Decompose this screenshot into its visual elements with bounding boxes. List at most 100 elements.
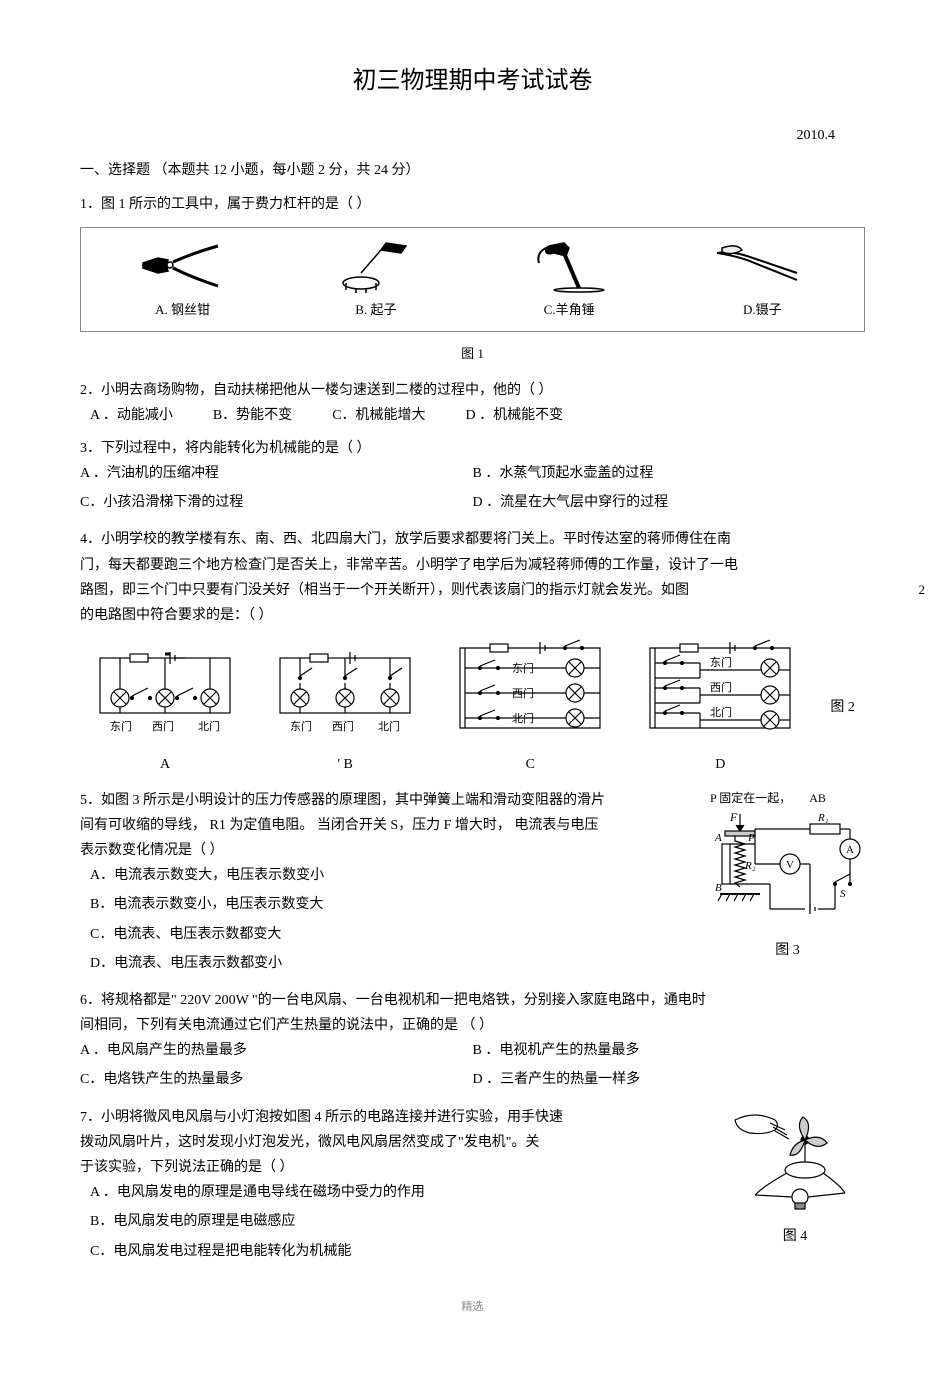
q4-circuit-d: 东门 西门 北门 D [640,638,800,777]
q6-opt-c: C．电烙铁产生的热量最多 [80,1067,473,1092]
svg-text:V: V [786,859,794,871]
circuit-b-icon: 东门 西门 北门 [270,648,420,743]
question-7: 7．小明将微风电风扇与小灯泡按如图 4 所示的电路连接并进行实验，用手快速 拨动… [80,1105,865,1268]
svg-text:北门: 北门 [710,705,732,719]
svg-text:A: A [846,844,854,856]
q2-opt-d: D ．机械能不变 [466,403,564,428]
svg-text:西门: 西门 [152,719,174,733]
q4-label-a: A [90,752,240,777]
q7-opt-a: A ．电风扇发电的原理是通电导线在磁场中受力的作用 [90,1180,705,1205]
q4-label-d: D [640,752,800,777]
q7-stem-1: 7．小明将微风电风扇与小灯泡按如图 4 所示的电路连接并进行实验，用手快速 [80,1105,705,1130]
q3-opt-a: A ．汽油机的压缩冲程 [80,461,473,486]
q4-margin-num: 2 [919,578,926,601]
q1-stem: 1．图 1 所示的工具中，属于费力杠杆的是（ ） [80,192,865,217]
q3-opt-d: D ．流星在大气层中穿行的过程 [473,490,866,515]
q1-figure-c: C.羊角锤 [473,238,666,321]
q1-label-d: D.镊子 [666,298,859,321]
question-3: 3．下列过程中，将内能转化为机械能的是（ ） A ．汽油机的压缩冲程 B ．水蒸… [80,436,865,520]
circuit-c-icon: 东门 西门 北门 [450,638,610,743]
q3-options: A ．汽油机的压缩冲程 B ．水蒸气顶起水壶盖的过程 C．小孩沿滑梯下滑的过程 … [80,461,865,519]
q7-stem-2: 拨动风扇叶片，这时发现小灯泡发光，微风电风扇居然变成了"发电机"。关 [80,1130,705,1155]
q4-stem-1: 4．小明学校的教学楼有东、南、西、北四扇大门，放学后要求都要将门关上。平时传达室… [80,527,865,552]
q2-opt-c: C．机械能增大 [332,403,425,428]
svg-text:北门: 北门 [378,719,400,733]
q4-label-b: ' B [270,752,420,777]
page-footer: 精选 [80,1298,865,1318]
q2-opt-b: B．势能不变 [213,403,292,428]
q6-opt-d: D ．三者产生的热量一样多 [473,1067,866,1092]
q1-figure-a: A. 钢丝钳 [86,238,279,321]
q1-label-a: A. 钢丝钳 [86,298,279,321]
svg-text:R₂: R₂ [744,860,756,872]
svg-text:S: S [840,888,846,900]
exam-title: 初三物理期中考试试卷 [80,60,865,103]
question-6: 6．将规格都是" 220V 200W "的一台电风扇、一台电视机和一把电烙铁，分… [80,988,865,1097]
q5-stem-2: 间有可收缩的导线， R1 为定值电阻。 当闭合开关 S，压力 F 增大时， 电流… [80,813,690,838]
svg-text:A: A [714,832,722,844]
svg-text:东门: 东门 [290,719,312,733]
section-1-header: 一、选择题 （本题共 12 小题，每小题 2 分，共 24 分） [80,158,865,183]
circuit-d-icon: 东门 西门 北门 [640,638,800,743]
question-5: 5．如图 3 所示是小明设计的压力传感器的原理图，其中弹簧上端和滑动变阻器的滑片… [80,788,865,980]
svg-text:西门: 西门 [512,686,534,700]
q7-options: A ．电风扇发电的原理是通电导线在磁场中受力的作用 B．电风扇发电的原理是电磁感… [90,1180,705,1264]
q2-stem: 2．小明去商场购物，自动扶梯把他从一楼匀速送到二楼的过程中，他的（ ） [80,378,865,403]
q4-circuit-a: 东门 西门 北门 A [90,648,240,777]
circuit-a-icon: 东门 西门 北门 [90,648,240,743]
q1-figure-d: D.镊子 [666,238,859,321]
q5-opt-b: B．电流表示数变小，电压表示数变大 [90,892,690,917]
q1-figure-b: B. 起子 [279,238,472,321]
q4-circuit-c: 东门 西门 北门 C [450,638,610,777]
q4-stem-2: 门，每天都要跑三个地方检查门是否关上，非常辛苦。小明学了电学后为减轻蒋师傅的工作… [80,553,865,578]
svg-text:东门: 东门 [110,719,132,733]
q7-opt-c: C．电风扇发电过程是把电能转化为机械能 [90,1239,705,1264]
q2-opt-a: A ．动能减小 [90,403,173,428]
q4-caption: 图 2 [830,695,855,720]
fan-generator-icon [725,1105,865,1215]
svg-text:P: P [747,832,755,844]
q7-opt-b: B．电风扇发电的原理是电磁感应 [90,1209,705,1234]
q4-circuit-b: 东门 西门 北门 ' B [270,648,420,777]
q5-opt-c: C．电流表、电压表示数都变大 [90,922,690,947]
q5-stem-3: 表示数变化情况是（ ） [80,838,690,863]
q7-stem-3: 于该实验，下列说法正确的是（ ） [80,1155,705,1180]
hammer-icon [524,238,614,293]
q5-opt-a: A．电流表示数变大，电压表示数变小 [90,863,690,888]
q4-circuit-row: 东门 西门 北门 A [80,638,865,777]
q4-stem-3: 路图，即三个门中只要有门没关好（相当于一个开关断开），则代表该扇门的指示灯就会发… [80,583,689,598]
svg-text:西门: 西门 [710,680,732,694]
opener-icon [331,238,421,293]
q2-options: A ．动能减小 B．势能不变 C．机械能增大 D ．机械能不变 [90,403,865,428]
q5-opt-d: D．电流表、电压表示数都变小 [90,951,690,976]
q3-opt-b: B ．水蒸气顶起水壶盖的过程 [473,461,866,486]
svg-text:R₁: R₁ [817,812,829,824]
q6-stem-2: 间相同，下列有关电流通过它们产生热量的说法中，正确的是 （ ） [80,1013,865,1038]
q6-opt-b: B ．电视机产生的热量最多 [473,1038,866,1063]
svg-text:B: B [715,882,722,894]
q6-options: A ．电风扇产生的热量最多 B ．电视机产生的热量最多 C．电烙铁产生的热量最多… [80,1038,865,1096]
exam-date: 2010.4 [80,123,865,148]
q1-figure-row: A. 钢丝钳 B. 起子 C.羊 [80,227,865,332]
question-1: 1．图 1 所示的工具中，属于费力杠杆的是（ ） A. 钢丝钳 [80,192,865,366]
q1-label-c: C.羊角锤 [473,298,666,321]
pressure-sensor-circuit-icon: F P A B R₂ V [710,809,865,929]
q1-caption: 图 1 [80,342,865,365]
svg-text:北门: 北门 [512,711,534,725]
q5-stem-1: 5．如图 3 所示是小明设计的压力传感器的原理图，其中弹簧上端和滑动变阻器的滑片 [80,788,690,813]
question-4: 4．小明学校的教学楼有东、南、西、北四扇大门，放学后要求都要将门关上。平时传达室… [80,527,865,777]
pliers-icon [138,238,228,293]
svg-text:北门: 北门 [198,719,220,733]
q5-side-note-2: AB [809,791,826,805]
svg-text:东门: 东门 [710,655,732,669]
q5-caption: 图 3 [710,938,865,963]
question-2: 2．小明去商场购物，自动扶梯把他从一楼匀速送到二楼的过程中，他的（ ） A ．动… [80,378,865,428]
q7-figure: 图 4 [725,1105,865,1268]
q4-label-c: C [450,752,610,777]
q3-opt-c: C．小孩沿滑梯下滑的过程 [80,490,473,515]
q5-side-note: P 固定在一起， [710,791,791,805]
q6-opt-a: A ．电风扇产生的热量最多 [80,1038,473,1063]
q5-options: A．电流表示数变大，电压表示数变小 B．电流表示数变小，电压表示数变大 C．电流… [90,863,690,976]
q5-figure: P 固定在一起， AB F P A B [710,788,865,980]
q4-stem-4: 的电路图中符合要求的是：（ ） [80,603,865,628]
